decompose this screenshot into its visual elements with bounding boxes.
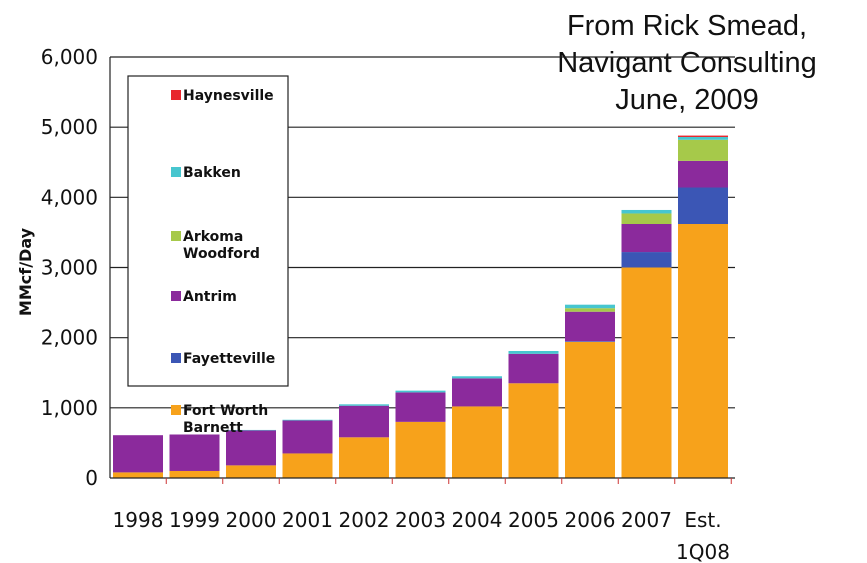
legend-swatch [171, 291, 181, 301]
legend-swatch [171, 353, 181, 363]
y-tick-label: 2,000 [41, 326, 98, 350]
bar-segment [339, 437, 389, 478]
legend-box [127, 75, 289, 387]
x-tick-label: 1999 [169, 508, 220, 532]
x-tick-label: 2004 [452, 508, 503, 532]
bar-segment [282, 419, 333, 421]
source-line: From Rick Smead, [566, 10, 808, 42]
x-tick-label: 1998 [113, 508, 164, 532]
bar-segment [339, 404, 389, 406]
bar-segment [226, 429, 276, 431]
bar-segment [565, 341, 615, 478]
bar-segment [452, 378, 502, 407]
bar-segment [226, 430, 276, 466]
y-axis-label: MMcf/Day [16, 227, 35, 316]
legend-label: Antrim [183, 289, 237, 305]
legend-label: Fort Worth [183, 403, 268, 419]
bar-segment [621, 252, 672, 268]
bar-segment [282, 453, 333, 478]
bar-segment [508, 383, 559, 478]
x-tick-label: 2007 [621, 508, 672, 532]
bar-segment [678, 139, 728, 161]
y-tick-label: 5,000 [41, 115, 98, 139]
bar-segment [678, 160, 728, 188]
x-tick-label: Est. [684, 508, 721, 532]
y-tick-label: 1,000 [41, 396, 98, 420]
source-line: Navigant Consulting [557, 47, 817, 79]
bar-segment [282, 420, 333, 454]
legend-label: Barnett [183, 420, 243, 436]
axes [109, 57, 735, 484]
legend-label: Bakken [183, 165, 241, 181]
x-tick-label: 1Q08 [676, 540, 730, 563]
legend-swatch [171, 167, 181, 177]
bar-segment [678, 223, 728, 478]
bar-segment [565, 341, 615, 342]
bar-segment [339, 405, 389, 438]
legend-label: Fayetteville [183, 351, 275, 367]
bar-segment [113, 472, 163, 478]
legend-swatch [171, 90, 181, 100]
legend-label: Haynesville [183, 88, 274, 104]
legend-swatch [171, 231, 181, 241]
bar-segment [226, 465, 276, 478]
x-tick-label: 2001 [282, 508, 333, 532]
y-tick-label: 4,000 [41, 185, 98, 209]
bar-segment [395, 392, 446, 422]
bar-segment [113, 435, 163, 473]
bars [113, 135, 728, 478]
source-note: From Rick Smead, Navigant Consulting Jun… [527, 8, 847, 119]
bar-segment [169, 470, 220, 478]
bar-segment [621, 209, 672, 214]
bar-segment [678, 187, 728, 224]
y-tick-label: 3,000 [41, 256, 98, 280]
y-tick-label: 6,000 [41, 45, 98, 69]
x-tick-labels: 1998 1999 2000 2001 2002 2003 2004 2005 2006 2007… [113, 508, 730, 563]
bar-segment [621, 267, 672, 478]
bar-segment [565, 311, 615, 342]
x-tick-label: 2005 [508, 508, 559, 532]
bar-segment [508, 350, 559, 354]
bar-segment [395, 390, 446, 393]
bar-segment [565, 308, 615, 312]
x-tick-label: 2006 [565, 508, 616, 532]
y-tick-label: 0 [85, 466, 98, 490]
bar-segment [678, 136, 728, 140]
bar-segment [678, 135, 728, 137]
legend-swatch [171, 405, 181, 415]
legend-label: Woodford [183, 246, 260, 262]
bar-segment [621, 223, 672, 253]
source-line: June, 2009 [615, 84, 759, 116]
x-tick-label: 2003 [395, 508, 446, 532]
x-tick-label: 2000 [226, 508, 277, 532]
y-tick-labels: 0 1,000 2,000 3,000 4,000 5,000 6,000 [41, 45, 98, 490]
bar-segment [565, 304, 615, 309]
bar-segment [621, 213, 672, 224]
legend-label: Arkoma [183, 229, 243, 245]
x-tick-label: 2002 [339, 508, 390, 532]
bar-segment [395, 421, 446, 478]
bar-segment [169, 434, 220, 471]
bar-segment [452, 376, 502, 379]
bar-segment [452, 406, 502, 478]
bar-segment [508, 353, 559, 384]
